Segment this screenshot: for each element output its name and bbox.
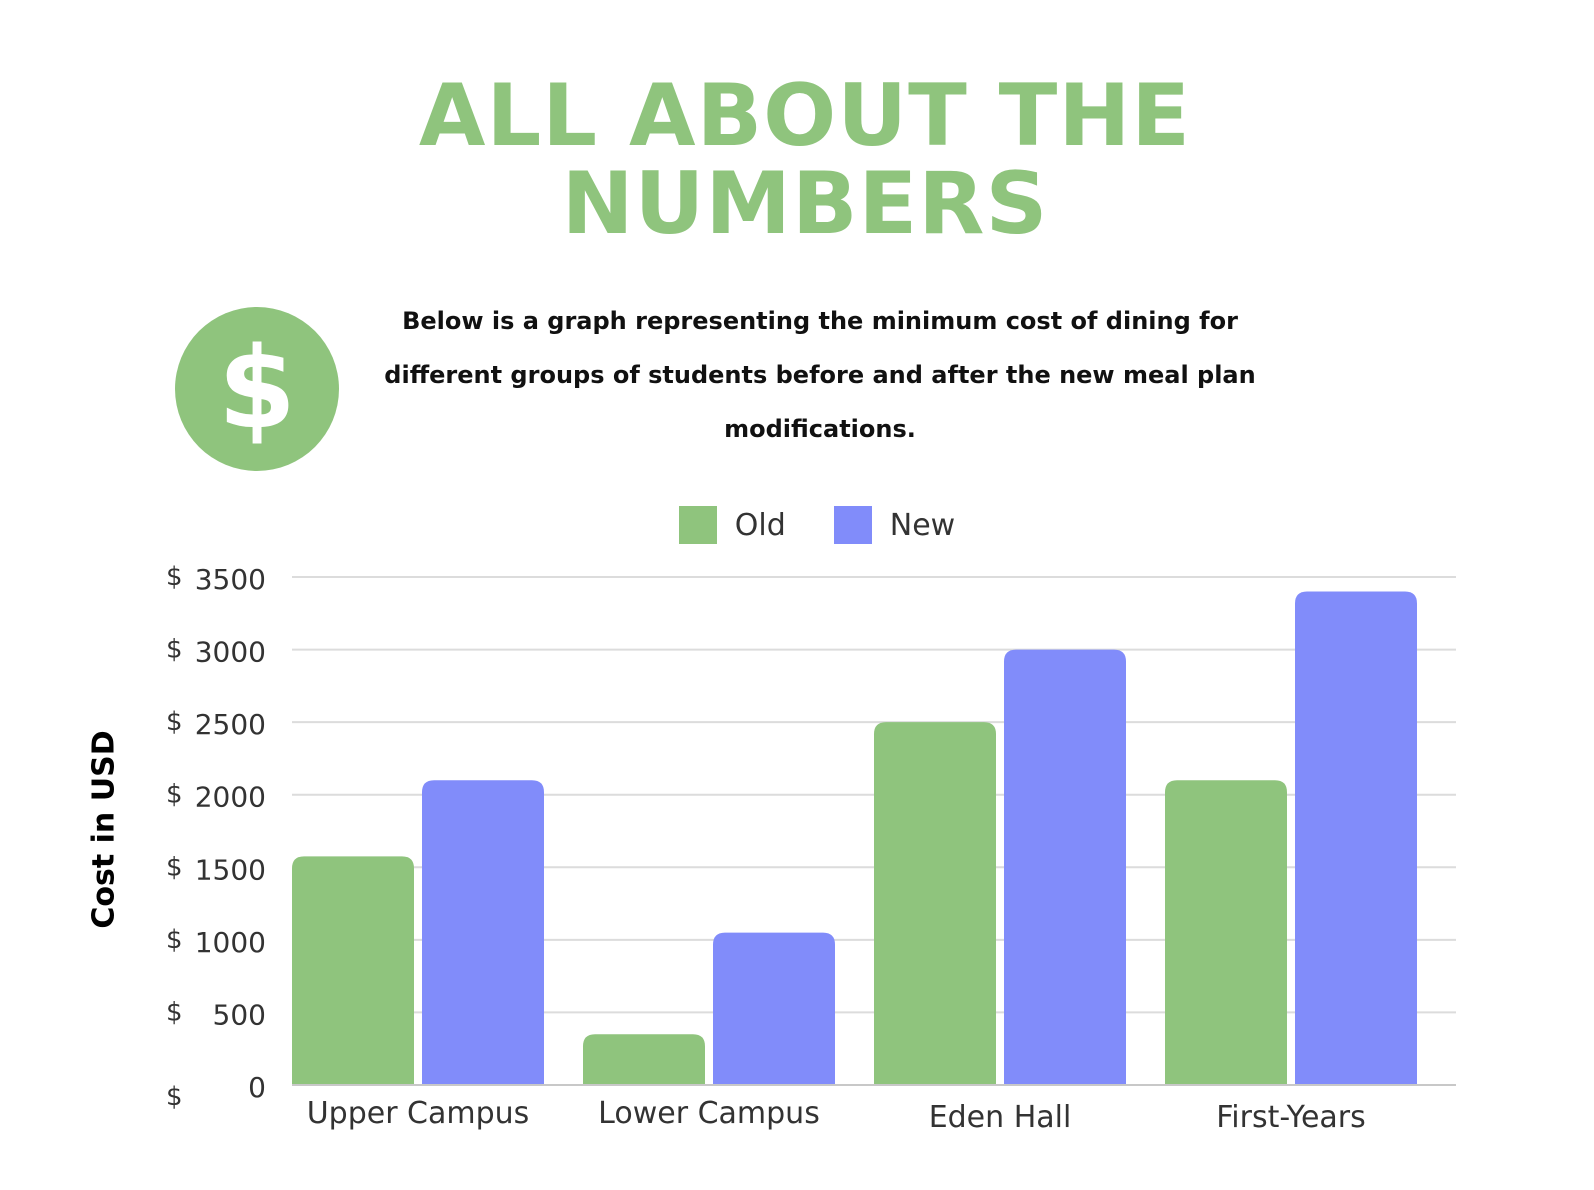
x-tick-label: Eden Hall bbox=[929, 1100, 1072, 1135]
y-tick-label: 0 bbox=[248, 1071, 266, 1104]
y-tick-prefix: $ bbox=[166, 780, 183, 810]
y-tick-label: 3000 bbox=[195, 636, 266, 669]
bar-old bbox=[583, 1034, 705, 1085]
description: Below is a graph representing the minimu… bbox=[384, 307, 1256, 443]
legend-swatch-new bbox=[833, 506, 872, 544]
x-tick-label: First-Years bbox=[1216, 1100, 1366, 1135]
bar-old bbox=[1165, 780, 1287, 1085]
legend-item-new: New bbox=[833, 506, 956, 544]
bar-new bbox=[422, 780, 544, 1085]
y-tick-prefix: $ bbox=[166, 635, 183, 665]
y-tick-prefix: $ bbox=[166, 1082, 183, 1112]
title-line-2: NUMBERS bbox=[561, 154, 1049, 254]
y-tick-prefix: $ bbox=[166, 562, 183, 592]
bar-old bbox=[292, 856, 414, 1085]
y-tick-label: 2000 bbox=[195, 781, 266, 814]
y-tick-prefix: $ bbox=[166, 852, 183, 882]
y-tick-prefix: $ bbox=[166, 925, 183, 955]
legend-item-old: Old bbox=[678, 506, 786, 544]
y-tick-prefix: $ bbox=[166, 997, 183, 1027]
y-tick-label: 1500 bbox=[195, 853, 266, 886]
y-tick-prefix: $ bbox=[166, 707, 183, 737]
bar-old bbox=[874, 722, 996, 1085]
bar-new bbox=[713, 932, 835, 1085]
page-title: ALL ABOUT THE NUMBERS bbox=[0, 72, 1594, 248]
dollar-coin-icon: $ bbox=[175, 307, 339, 471]
y-tick-label: 2500 bbox=[195, 708, 266, 741]
x-tick-label: Upper Campus bbox=[307, 1096, 530, 1131]
legend-swatch-old bbox=[678, 506, 717, 544]
bar-new bbox=[1004, 649, 1126, 1085]
legend-label-new: New bbox=[889, 507, 956, 543]
title-line-1: ALL ABOUT THE bbox=[418, 66, 1192, 166]
y-tick-label: 3500 bbox=[195, 563, 266, 596]
bar-new bbox=[1295, 591, 1417, 1085]
legend-label-old: Old bbox=[734, 507, 786, 543]
legend: Old New bbox=[0, 506, 1594, 544]
y-tick-label: 1000 bbox=[195, 926, 266, 959]
y-tick-label: 500 bbox=[213, 998, 266, 1031]
x-tick-label: Lower Campus bbox=[598, 1096, 820, 1131]
